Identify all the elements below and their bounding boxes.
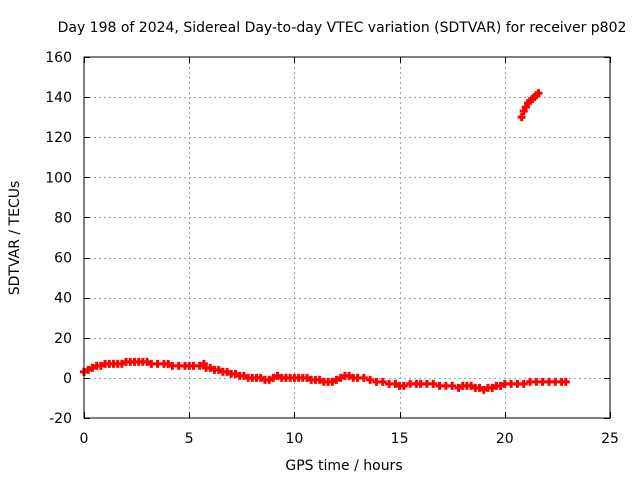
grid-lines xyxy=(84,57,610,418)
y-tick-label: 140 xyxy=(45,90,72,106)
data-point xyxy=(273,371,282,380)
data-point xyxy=(336,373,345,382)
y-tick-label: 40 xyxy=(54,291,72,307)
data-point xyxy=(561,377,570,386)
data-point xyxy=(195,361,204,370)
data-point xyxy=(479,385,488,394)
axis-ticks xyxy=(84,57,611,419)
y-axis-label: SDTVAR / TECUs xyxy=(7,181,23,296)
data-point xyxy=(84,365,93,374)
data-point xyxy=(332,375,341,384)
data-point xyxy=(448,381,457,390)
x-tick-label: 5 xyxy=(185,431,194,447)
x-tick-label: 0 xyxy=(80,431,89,447)
data-point xyxy=(519,379,528,388)
y-tick-label: 0 xyxy=(63,371,72,387)
tick-labels: -20 0 20 40 60 80 100 120 140 160 0 5 10 15 20 25 xyxy=(45,50,619,447)
x-tick-label: 25 xyxy=(601,431,619,447)
data-point xyxy=(467,381,476,390)
data-point xyxy=(391,379,400,388)
data-point xyxy=(488,383,497,392)
data-point xyxy=(399,381,408,390)
data-point xyxy=(214,365,223,374)
data-point xyxy=(315,375,324,384)
data-point xyxy=(475,383,484,392)
data-point xyxy=(223,367,232,376)
data-point xyxy=(164,359,173,368)
data-point xyxy=(429,379,438,388)
data-point xyxy=(328,377,337,386)
y-tick-label: 120 xyxy=(45,130,72,146)
x-tick-label: 20 xyxy=(496,431,514,447)
y-tick-label: 100 xyxy=(45,170,72,186)
x-tick-label: 15 xyxy=(391,431,409,447)
x-tick-label: 10 xyxy=(285,431,303,447)
y-tick-label: -20 xyxy=(49,411,72,427)
data-point xyxy=(96,361,105,370)
data-point xyxy=(534,89,543,98)
plot-frame xyxy=(83,56,611,419)
data-point xyxy=(345,371,354,380)
data-point xyxy=(239,371,248,380)
data-point xyxy=(206,363,215,372)
data-point xyxy=(265,375,274,384)
data-points xyxy=(80,89,570,394)
data-point xyxy=(256,373,265,382)
data-point xyxy=(378,377,387,386)
y-tick-label: 160 xyxy=(45,50,72,66)
data-point xyxy=(454,383,463,392)
data-point xyxy=(231,369,240,378)
data-point xyxy=(117,359,126,368)
y-tick-label: 60 xyxy=(54,251,72,267)
x-axis-label: GPS time / hours xyxy=(285,458,402,474)
data-point xyxy=(303,373,312,382)
chart-title: Day 198 of 2024, Sidereal Day-to-day VTE… xyxy=(58,20,627,36)
data-point xyxy=(366,375,375,384)
data-point xyxy=(88,363,97,372)
y-tick-label: 20 xyxy=(54,331,72,347)
data-point xyxy=(269,373,278,382)
data-point xyxy=(517,113,526,122)
data-point xyxy=(496,381,505,390)
data-point xyxy=(143,357,152,366)
y-tick-label: 80 xyxy=(54,210,72,226)
data-point xyxy=(359,373,368,382)
